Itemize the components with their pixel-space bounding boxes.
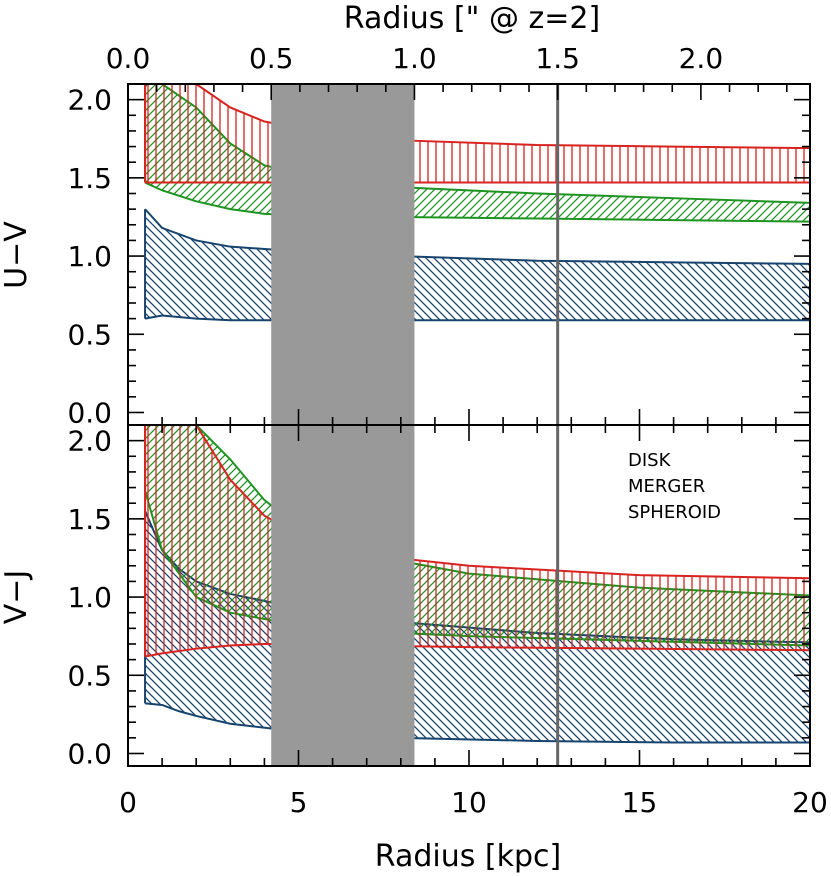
top-tick-label: 0.0 [106, 42, 151, 75]
upper-panel-uv [144, 84, 810, 322]
band-spheroid-panel-1 [145, 84, 810, 183]
legend-label-spheroid: SPHEROID [628, 502, 721, 523]
top-tick-label: 0.5 [249, 42, 294, 75]
top-tick-label: 2.0 [679, 42, 724, 75]
band-spheroid-panel-2 [145, 425, 810, 657]
x-tick-label: 0 [119, 786, 137, 819]
lower-panel-vj [144, 425, 810, 744]
x-axis-title: Radius [kpc] [375, 839, 561, 874]
y-tick-label-panel-2: 1.5 [67, 503, 112, 536]
legend: DISK MERGER SPHEROID [628, 450, 721, 523]
legend-label-merger: MERGER [628, 476, 705, 497]
top-tick-label: 1.5 [535, 42, 580, 75]
axis-ticks: 0 5 10 15 200.0 0.5 1.0 1.5 2.00.00.51.01.52.00.… [67, 42, 827, 819]
legend-label-disk: DISK [628, 450, 672, 471]
y-tick-label-panel-1: 0.0 [67, 396, 112, 429]
y-axis-title-uv: U−V [0, 221, 34, 289]
y-tick-label-panel-1: 0.5 [67, 318, 112, 351]
top-axis-title: Radius [" @ z=2] [344, 1, 600, 36]
y-tick-label-panel-1: 1.0 [67, 240, 112, 273]
x-tick-label: 10 [451, 786, 487, 819]
y-axis-title-vj: V−J [0, 570, 34, 625]
lower-edge-disk-panel-2 [144, 702, 810, 744]
y-tick-label-panel-1: 1.5 [67, 162, 112, 195]
y-tick-label-panel-2: 0.5 [67, 659, 112, 692]
x-tick-label: 5 [290, 786, 308, 819]
x-tick-label: 15 [622, 786, 658, 819]
y-tick-label-panel-2: 0.0 [67, 737, 112, 770]
top-tick-label: 1.0 [392, 42, 437, 75]
y-tick-label-panel-2: 2.0 [67, 425, 112, 458]
y-tick-label-panel-1: 2.0 [67, 84, 112, 117]
x-tick-label: 20 [792, 786, 828, 819]
band-disk-panel-1 [145, 209, 810, 321]
y-tick-label-panel-2: 1.0 [67, 581, 112, 614]
